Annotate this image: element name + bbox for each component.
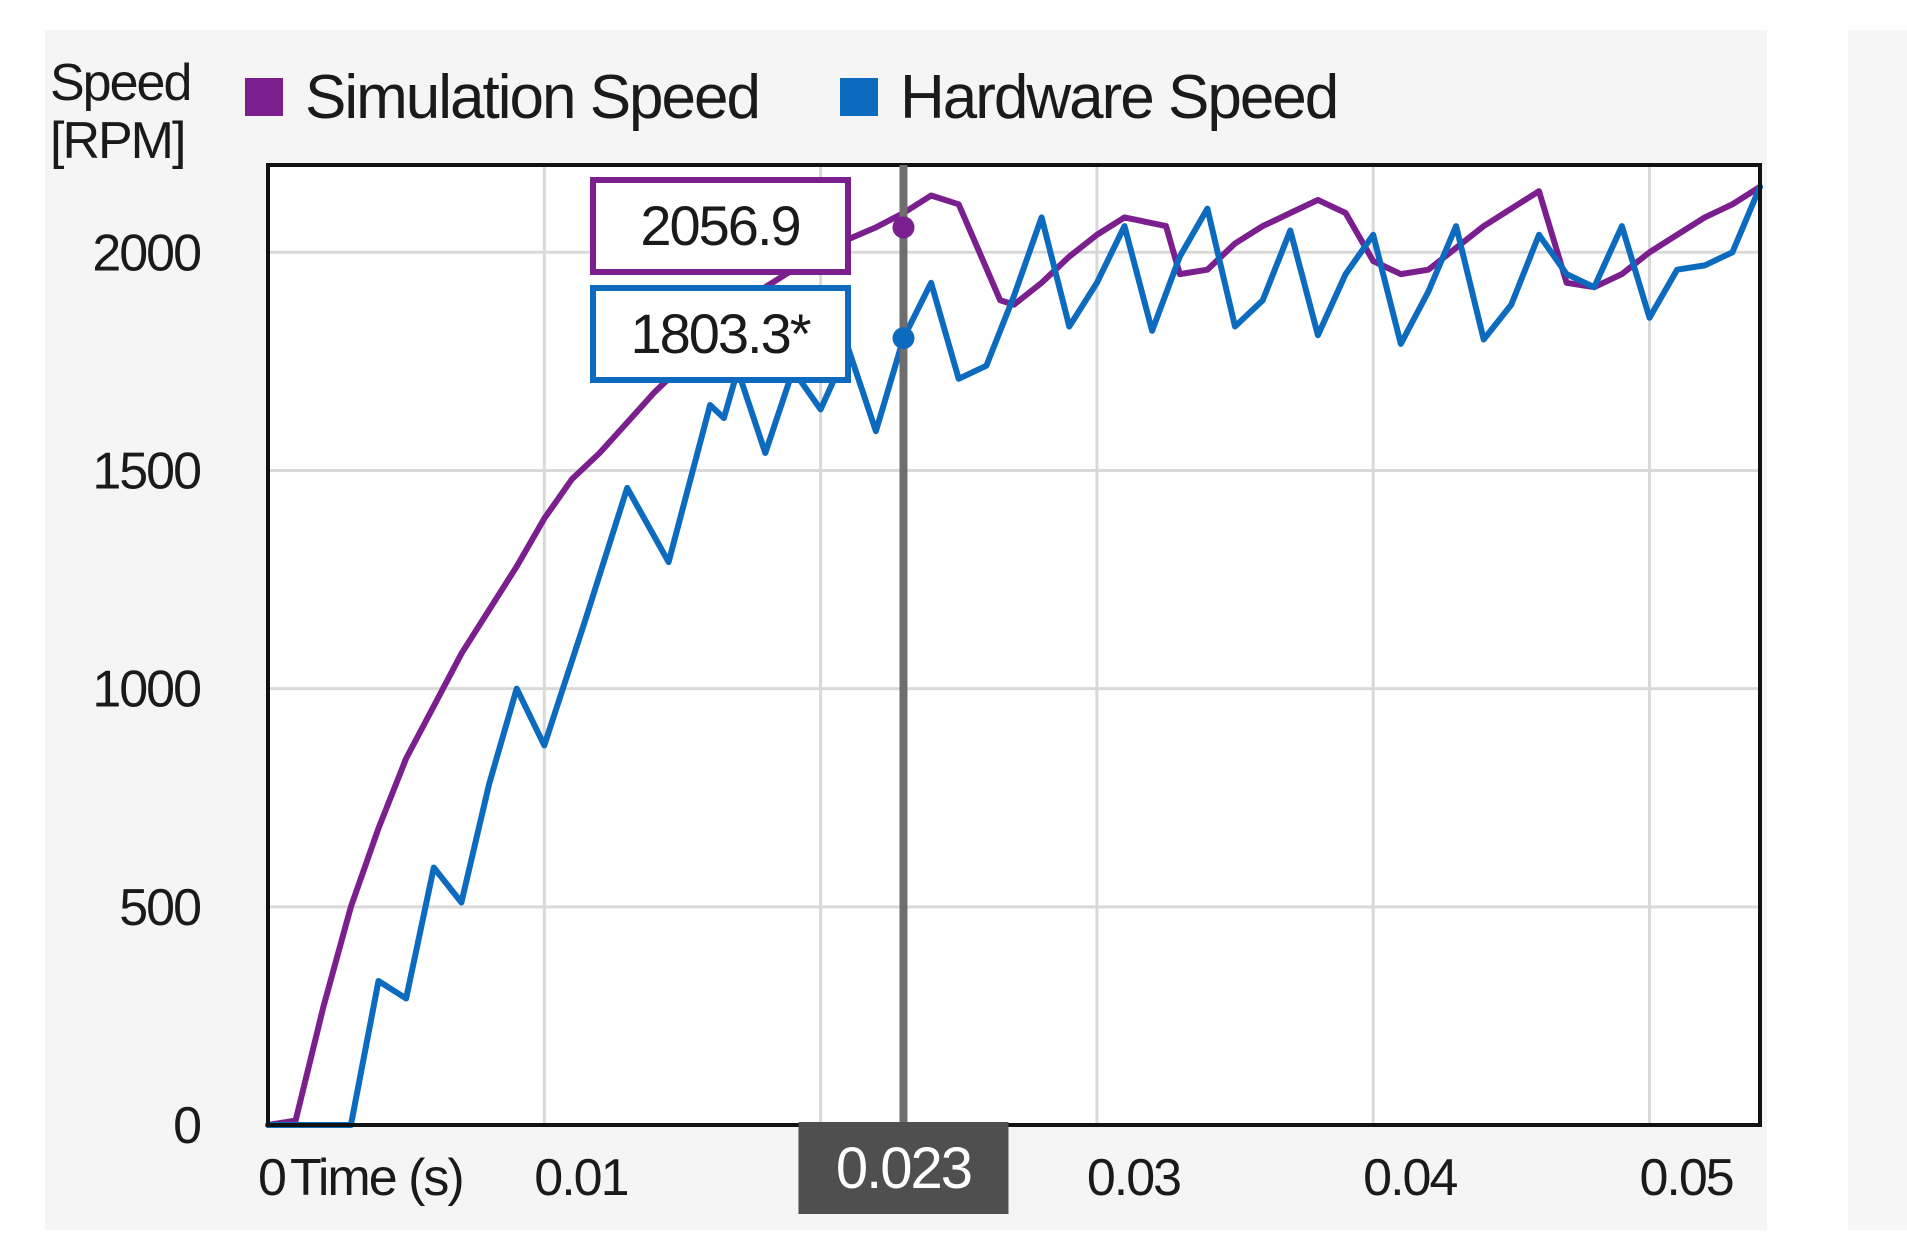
cursor-readouts: 2056.9 1803.3* xyxy=(590,177,915,383)
y-tick-label: 500 xyxy=(119,879,200,937)
plot-area xyxy=(265,163,1763,1128)
cursor-marker xyxy=(892,327,915,350)
y-axis-ticks: 0 500 1000 1500 2000 xyxy=(92,224,202,1155)
legend-label: Hardware Speed xyxy=(900,63,1337,132)
cursor-label[interactable]: 0.023 xyxy=(836,1136,973,1201)
y-axis-label-line: [RPM] xyxy=(50,112,184,170)
y-tick-label: 1500 xyxy=(92,442,200,500)
cursor-marker xyxy=(892,216,915,239)
legend-swatch xyxy=(840,78,878,116)
readout-box xyxy=(590,177,851,275)
x-tick-label: 0.05 xyxy=(1639,1149,1732,1207)
y-tick-label: 0 xyxy=(173,1097,200,1155)
plot-frame xyxy=(266,163,1762,1127)
readout-value: 1803.3* xyxy=(630,302,810,365)
legend-label: Simulation Speed xyxy=(305,63,759,132)
cursor-label-box[interactable] xyxy=(798,1122,1009,1214)
data-cursor[interactable]: 0.023 xyxy=(798,165,1009,1214)
side-strip xyxy=(1848,30,1907,1230)
readout-box xyxy=(590,285,851,383)
y-tick-label: 2000 xyxy=(92,224,200,282)
x-tick-label: 0.01 xyxy=(534,1149,627,1207)
x-tick-label: 0.03 xyxy=(1087,1149,1180,1207)
readout-value: 2056.9 xyxy=(640,194,799,257)
legend: Simulation Speed Hardware Speed xyxy=(245,63,1339,132)
series-line-hardware xyxy=(265,183,1763,1128)
x-tick-label: 0.04 xyxy=(1363,1149,1457,1207)
y-axis-label: Speed[RPM] xyxy=(50,54,192,170)
y-axis-label-line: Speed xyxy=(50,54,190,112)
series-lines xyxy=(265,183,1763,1128)
series-line-simulation xyxy=(265,183,1763,1128)
x-axis-label: Time (s) xyxy=(290,1149,463,1207)
legend-swatch xyxy=(245,78,283,116)
x-tick-label: 0 xyxy=(258,1149,285,1207)
y-tick-label: 1000 xyxy=(92,661,200,719)
plot-background xyxy=(268,165,1760,1125)
